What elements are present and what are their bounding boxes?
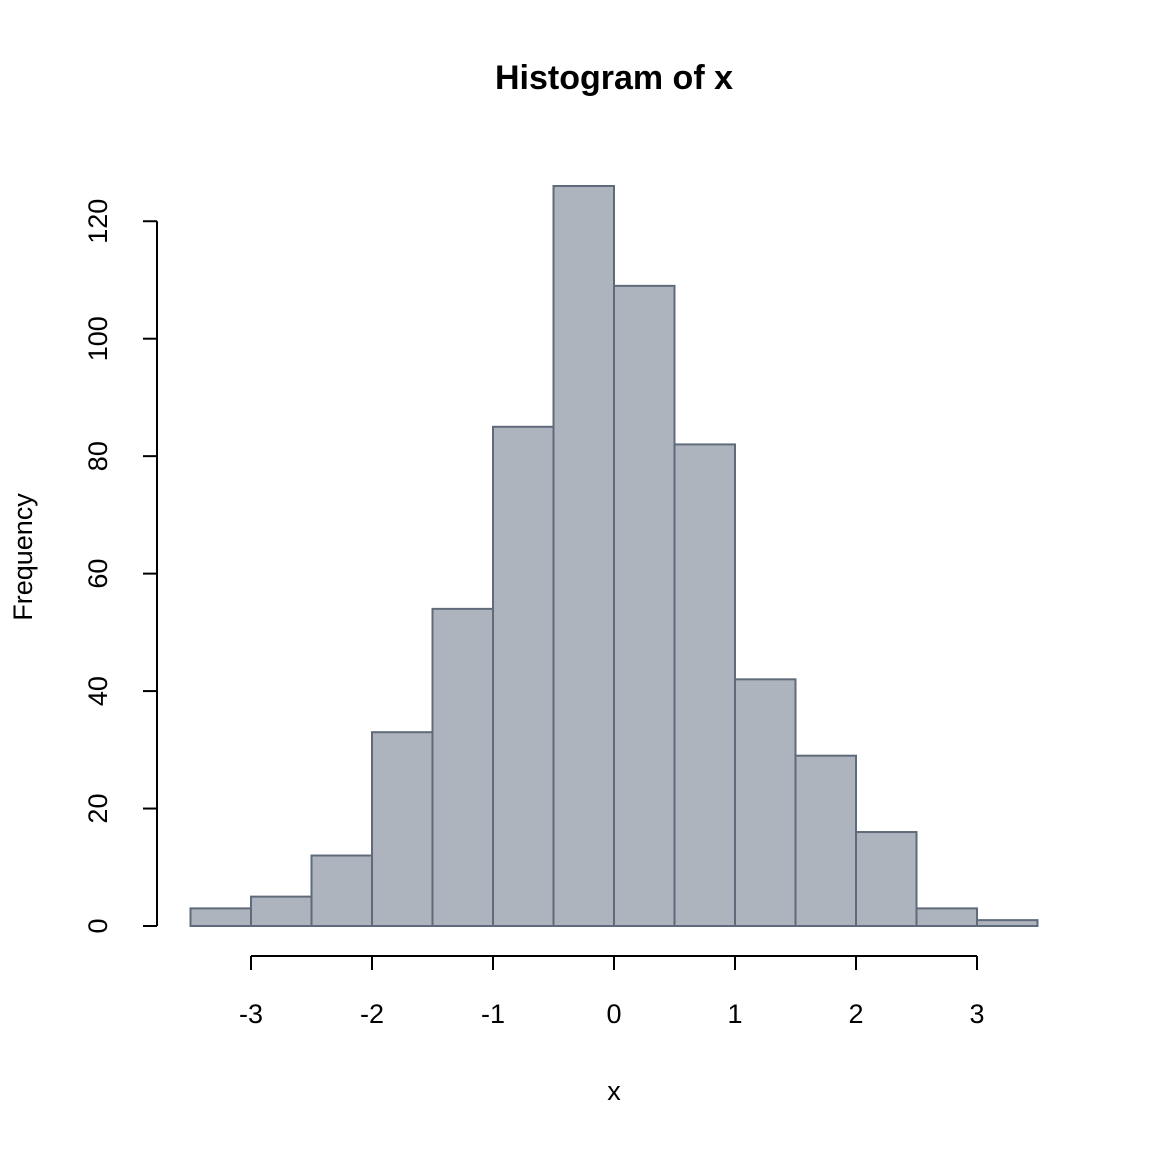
y-tick-label: 120: [83, 199, 113, 244]
x-tick-label: -3: [239, 999, 263, 1029]
bar: [976, 919, 1039, 928]
bar: [310, 854, 373, 927]
bar: [492, 425, 555, 927]
bar: [371, 731, 434, 928]
bar: [794, 754, 857, 928]
y-tick-label: 80: [83, 441, 113, 471]
bar: [734, 678, 797, 927]
bar: [431, 607, 494, 927]
bar: [189, 907, 252, 928]
bar: [613, 284, 676, 928]
y-tick-label: 20: [83, 794, 113, 824]
x-axis-label: x: [607, 1076, 621, 1106]
x-tick-label: -2: [360, 999, 384, 1029]
y-tick-label: 60: [83, 559, 113, 589]
bar: [673, 443, 736, 927]
x-tick-label: -1: [481, 999, 505, 1029]
x-tick-label: 2: [848, 999, 863, 1029]
x-tick-label: 1: [727, 999, 742, 1029]
x-tick-label: 0: [606, 999, 621, 1029]
y-tick-label: 40: [83, 676, 113, 706]
y-tick-label: 100: [83, 316, 113, 361]
bar: [915, 907, 978, 928]
y-axis-label: Frequency: [8, 493, 38, 621]
bar: [855, 831, 918, 927]
bar: [552, 185, 615, 927]
x-tick-label: 3: [969, 999, 984, 1029]
bar: [250, 895, 313, 928]
y-tick-label: 0: [83, 918, 113, 933]
chart-title: Histogram of x: [495, 59, 733, 97]
